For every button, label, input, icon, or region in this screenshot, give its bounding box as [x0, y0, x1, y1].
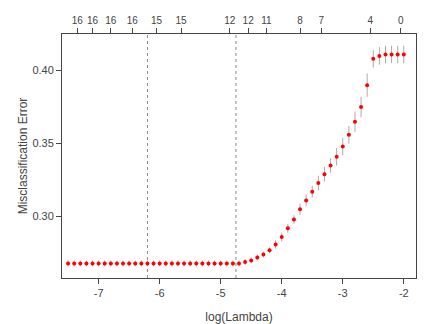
- svg-text:-6: -6: [155, 287, 165, 299]
- svg-text:12: 12: [243, 15, 255, 26]
- svg-text:16: 16: [105, 15, 117, 26]
- svg-text:-3: -3: [338, 287, 348, 299]
- svg-text:-5: -5: [216, 287, 226, 299]
- svg-text:16: 16: [127, 15, 139, 26]
- svg-text:0.30: 0.30: [32, 210, 53, 222]
- svg-text:16: 16: [72, 15, 84, 26]
- svg-text:11: 11: [261, 15, 272, 26]
- svg-text:log(Lambda): log(Lambda): [205, 310, 272, 324]
- svg-text:-7: -7: [94, 287, 104, 299]
- svg-text:4: 4: [367, 15, 373, 26]
- svg-text:0: 0: [398, 15, 404, 26]
- svg-text:12: 12: [224, 15, 236, 26]
- svg-text:-4: -4: [277, 287, 287, 299]
- svg-text:0.40: 0.40: [32, 64, 53, 76]
- svg-text:Misclassification Error: Misclassification Error: [16, 98, 30, 215]
- svg-text:15: 15: [151, 15, 163, 26]
- svg-text:0.35: 0.35: [32, 137, 53, 149]
- svg-text:15: 15: [175, 15, 187, 26]
- svg-text:-2: -2: [399, 287, 409, 299]
- svg-text:8: 8: [297, 15, 303, 26]
- svg-text:7: 7: [319, 15, 325, 26]
- svg-text:16: 16: [87, 15, 99, 26]
